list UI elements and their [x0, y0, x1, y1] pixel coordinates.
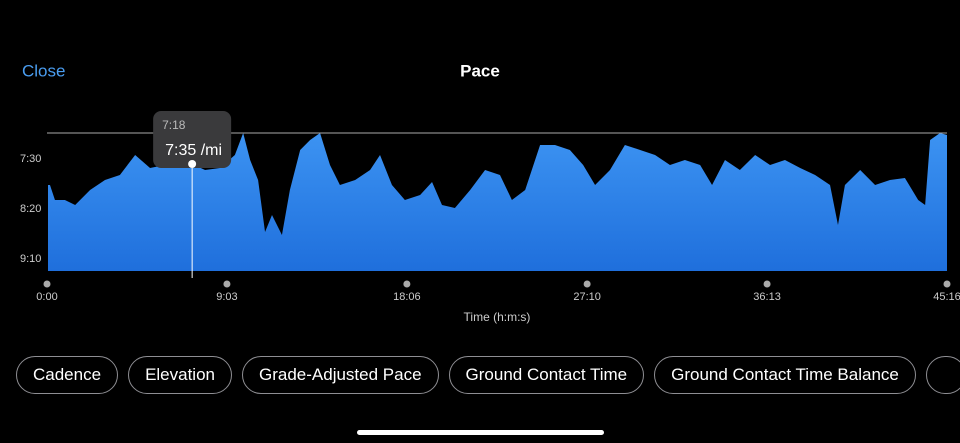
x-tick-label: 27:10: [573, 291, 601, 303]
metric-chip[interactable]: Grade-Adjusted Pace: [242, 356, 439, 394]
x-axis-title: Time (h:m:s): [464, 310, 531, 324]
tooltip-time: 7:18: [162, 118, 186, 132]
x-tick-label: 9:03: [216, 291, 237, 303]
close-button[interactable]: Close: [22, 61, 65, 80]
metric-chip[interactable]: Cadence: [16, 356, 119, 394]
x-tick-dot: [403, 280, 411, 288]
x-tick-dot: [43, 280, 51, 288]
y-tick-label: 7:30: [20, 153, 41, 165]
x-tick-dot: [943, 280, 951, 288]
x-tick-dot: [223, 280, 231, 288]
pace-area: [47, 133, 947, 271]
tooltip-value: 7:35 /mi: [165, 142, 222, 159]
home-indicator: [357, 430, 604, 435]
x-tick-label: 36:13: [753, 291, 781, 303]
x-tick-dot: [763, 280, 771, 288]
screen-title: Pace: [460, 61, 500, 80]
y-tick-label: 8:20: [20, 203, 41, 215]
x-tick-label: 45:16: [933, 291, 960, 303]
chart: Close Pace Time (h:m:s) 7:30 8:20 9:10 0:00…: [20, 61, 960, 324]
metric-chip[interactable]: Ground Contact Time Balance: [654, 356, 916, 394]
metric-chip-partial[interactable]: [925, 356, 960, 394]
tooltip-box: [153, 111, 232, 168]
metric-chip[interactable]: Ground Contact Time: [448, 356, 645, 394]
metric-chip[interactable]: Elevation: [128, 356, 232, 394]
cursor-dot: [188, 160, 197, 168]
x-tick-label: 18:06: [393, 291, 421, 303]
x-tick-dot: [583, 280, 591, 288]
x-tick-label: 0:00: [36, 291, 57, 303]
metric-chips: Cadence Elevation Grade-Adjusted Pace Groun…: [16, 356, 960, 396]
y-tick-label: 9:10: [20, 253, 41, 265]
